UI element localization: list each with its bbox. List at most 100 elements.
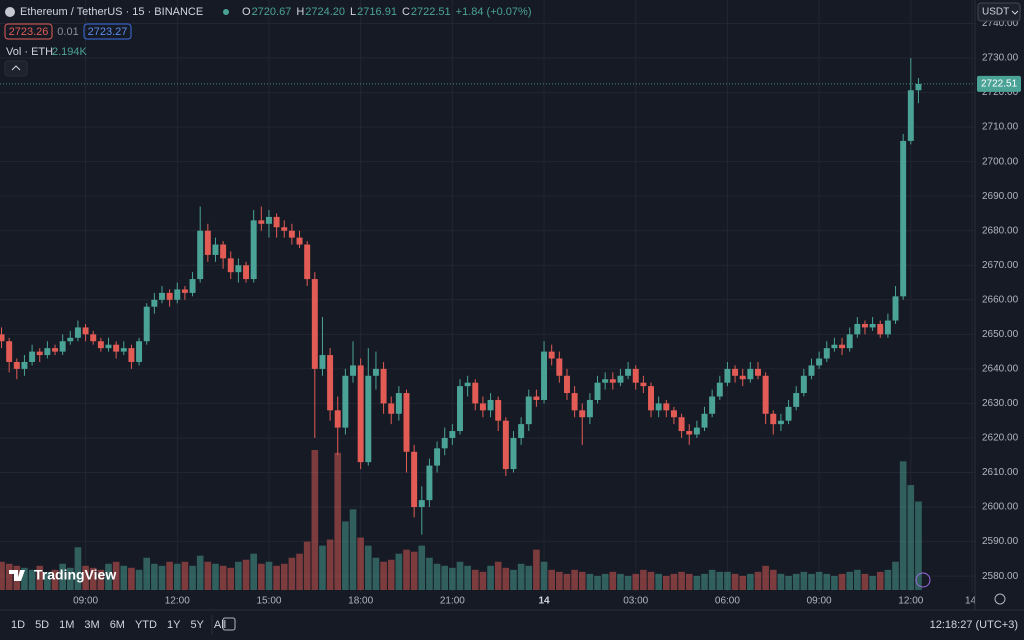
volume-bar	[387, 559, 395, 590]
candle-body	[869, 323, 876, 328]
volume-bar	[296, 553, 303, 590]
spread: 0.01	[57, 26, 78, 38]
volume-bar	[28, 569, 36, 590]
volume-bar	[548, 569, 556, 590]
x-tick-label: 18:00	[348, 596, 373, 607]
candle-body	[762, 375, 769, 414]
volume-bar	[731, 573, 739, 590]
volume-bar	[196, 555, 204, 590]
ohlc-value: 2724.20	[305, 6, 345, 18]
candle-body	[128, 348, 135, 362]
volume-bar	[441, 565, 449, 590]
candle-body	[533, 396, 540, 400]
volume-bar	[586, 573, 594, 590]
range-button[interactable]: 1D	[11, 619, 25, 631]
candle-body	[502, 420, 509, 470]
candle-body	[327, 355, 334, 411]
x-tick-label: 21:00	[440, 596, 465, 607]
range-button[interactable]: 1Y	[167, 619, 181, 631]
candle-body	[495, 399, 502, 421]
candle-body	[342, 375, 349, 428]
candle-body	[235, 265, 242, 273]
y-tick-label: 2660.00	[982, 294, 1019, 305]
candle-body	[861, 323, 868, 328]
y-tick-label: 2730.00	[982, 53, 1019, 64]
volume-bar	[754, 571, 762, 590]
volume-bar	[112, 561, 120, 590]
range-button[interactable]: 3M	[84, 619, 99, 631]
candle-body	[808, 365, 815, 376]
candle-body	[52, 348, 58, 352]
volume-bar	[44, 571, 51, 590]
candle-body	[823, 348, 830, 359]
candle-body	[418, 500, 425, 508]
candle-body	[678, 417, 685, 432]
date-range-icon[interactable]	[222, 617, 236, 631]
volume-label: Vol · ETH	[6, 46, 53, 58]
candle-body	[174, 289, 181, 300]
candle-body	[334, 410, 341, 428]
volume-bar	[105, 563, 112, 590]
collapse-icon	[11, 65, 21, 71]
volume-bar	[449, 567, 456, 590]
candle-body	[457, 386, 463, 432]
candle-body	[120, 348, 127, 352]
volume-bar	[66, 567, 74, 590]
currency-box[interactable]	[977, 2, 1021, 22]
volume-bar	[334, 452, 342, 590]
volume-bar	[708, 569, 716, 590]
range-button[interactable]: All	[214, 619, 226, 631]
range-button[interactable]: 5Y	[190, 619, 204, 631]
candle-body	[625, 368, 632, 376]
range-button[interactable]: 1M	[59, 619, 74, 631]
volume-bar	[364, 545, 372, 590]
volume-bar	[59, 563, 66, 590]
candle-body	[724, 368, 731, 383]
volume-bar	[517, 563, 525, 590]
volume-bar	[219, 565, 227, 590]
price-axis	[975, 0, 1024, 610]
volume-bar	[533, 549, 540, 590]
bid-box[interactable]	[4, 23, 53, 40]
y-tick-label: 2590.00	[982, 536, 1019, 547]
candle-body	[265, 216, 272, 224]
ohlc-label: L	[350, 6, 356, 18]
collapse-button[interactable]	[4, 60, 28, 77]
volume-bar	[563, 573, 571, 590]
settings-icon[interactable]	[994, 593, 1006, 605]
volume-bar	[265, 561, 273, 590]
logo-mark	[9, 570, 25, 581]
volume-bar	[724, 571, 731, 590]
volume-bar	[212, 563, 219, 590]
volume-bar	[5, 563, 13, 590]
candle-body	[686, 431, 693, 435]
volume-bar	[97, 569, 105, 590]
candle-body	[655, 403, 662, 411]
volume-bar	[135, 569, 143, 590]
volume-bar	[915, 501, 922, 590]
candle-body	[602, 379, 609, 383]
ask: 2723.27	[88, 26, 128, 38]
ask-box[interactable]	[83, 23, 132, 40]
alert-icon[interactable]	[915, 572, 931, 588]
volume-bar	[617, 573, 624, 590]
x-tick-label: 09:00	[807, 596, 832, 607]
volume-bar	[640, 569, 647, 590]
candle-body	[304, 244, 311, 280]
candle-body	[785, 406, 792, 421]
volume-bar	[808, 573, 815, 590]
ohlc-label: O	[242, 6, 251, 18]
candle-body	[357, 365, 364, 463]
range-button[interactable]: 5D	[35, 619, 49, 631]
range-button[interactable]: YTD	[135, 619, 157, 631]
candle-body	[525, 396, 532, 425]
candle-body	[59, 341, 66, 352]
candle-body	[36, 351, 43, 356]
y-tick-label: 2600.00	[982, 502, 1019, 513]
candle-body	[464, 382, 471, 387]
volume-bar	[487, 565, 494, 590]
range-button[interactable]: 6M	[110, 619, 125, 631]
candle-body	[594, 382, 601, 400]
candle-body	[693, 427, 700, 435]
y-tick-label: 2610.00	[982, 467, 1019, 478]
